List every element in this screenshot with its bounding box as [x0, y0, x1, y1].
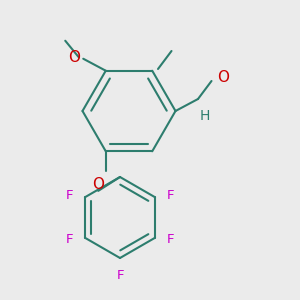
- Text: F: F: [167, 189, 174, 202]
- Text: O: O: [68, 50, 80, 65]
- Text: O: O: [218, 70, 230, 86]
- Text: O: O: [92, 177, 104, 192]
- Text: F: F: [116, 269, 124, 282]
- Text: H: H: [200, 109, 210, 122]
- Text: F: F: [66, 233, 74, 246]
- Text: F: F: [167, 233, 174, 246]
- Text: F: F: [66, 189, 74, 202]
